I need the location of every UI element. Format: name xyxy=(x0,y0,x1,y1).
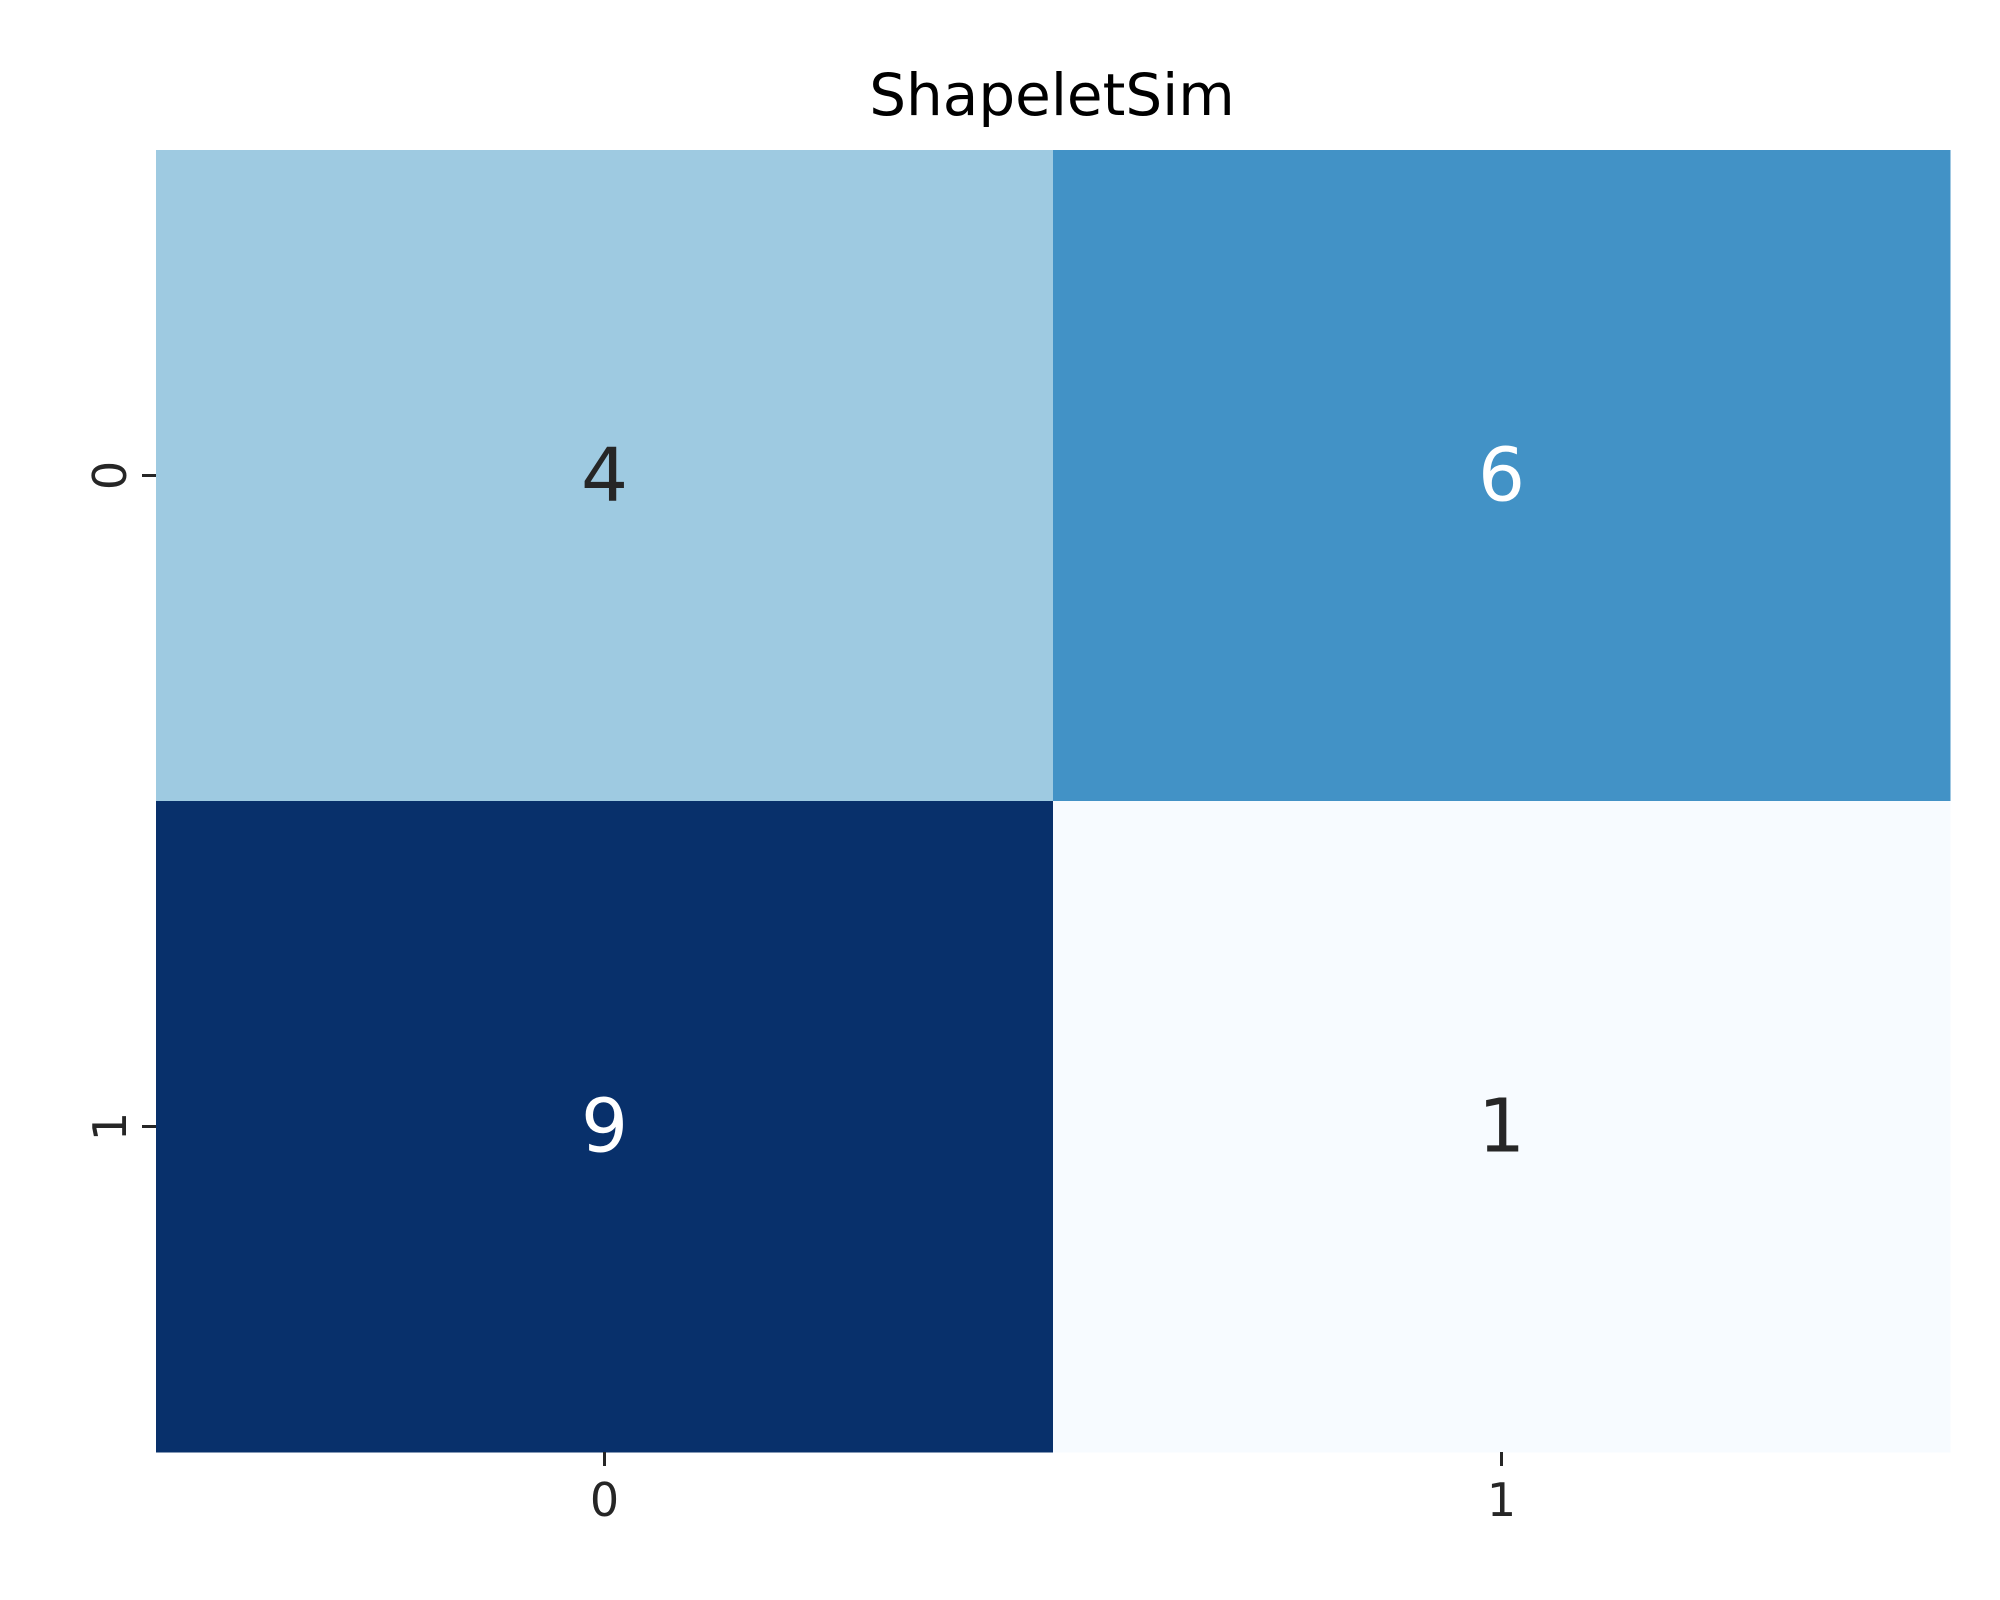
y-axis: 01 xyxy=(83,461,156,1141)
y-tick-label-0: 0 xyxy=(83,461,137,490)
cell-value-0-1: 6 xyxy=(1478,433,1525,519)
x-tick-label-1: 1 xyxy=(1487,1473,1516,1527)
heatmap-cell-1-1 xyxy=(1053,801,1951,1453)
heatmap-cell-1-0 xyxy=(156,801,1054,1453)
cell-value-1-1: 1 xyxy=(1478,1084,1525,1170)
cell-value-1-0: 9 xyxy=(581,1084,628,1170)
y-tick-label-1: 1 xyxy=(83,1112,137,1141)
heatmap-cell-0-1 xyxy=(1053,150,1951,802)
chart-title: ShapeletSim xyxy=(869,61,1235,129)
cell-annotations: 4 6 9 1 xyxy=(581,433,1525,1170)
heatmap-cell-0-0 xyxy=(156,150,1054,802)
heatmap-cells xyxy=(156,150,1951,1453)
cell-value-0-0: 4 xyxy=(581,433,628,519)
x-tick-label-0: 0 xyxy=(590,1473,619,1527)
